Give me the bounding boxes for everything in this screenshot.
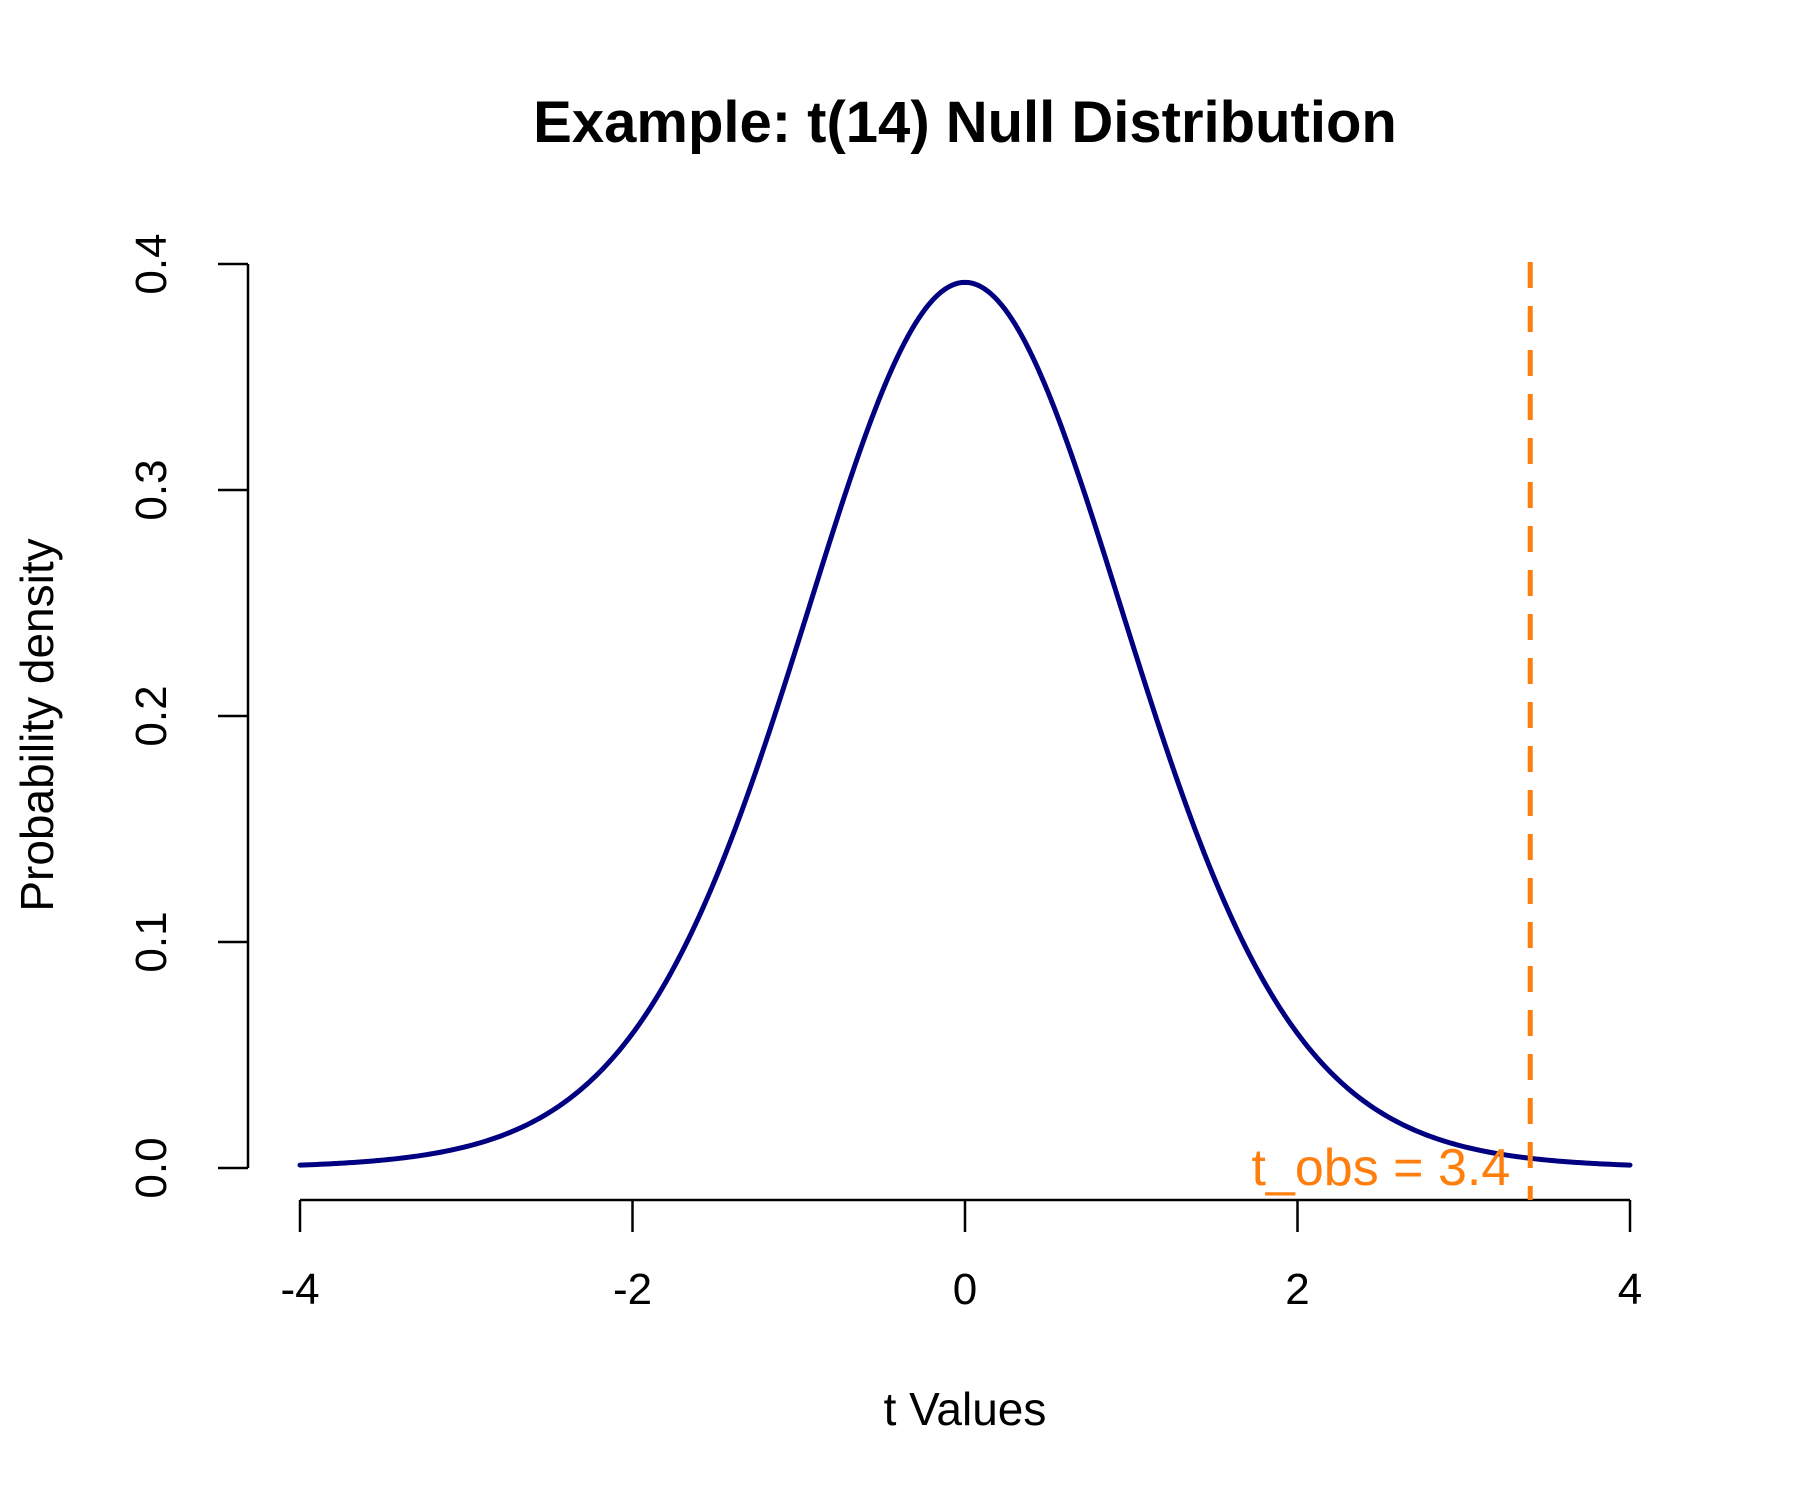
x-tick-label: 4	[1618, 1265, 1642, 1314]
x-tick-label: -2	[613, 1265, 652, 1314]
x-tick-label: 0	[953, 1265, 977, 1314]
y-tick-label: 0.1	[127, 911, 176, 972]
y-axis-label: Probability density	[11, 538, 63, 911]
annotation-layer: t_obs = 3.4	[1251, 262, 1533, 1200]
x-tick-label: 2	[1285, 1265, 1309, 1314]
y-tick-label: 0.4	[127, 233, 176, 294]
chart-title: Example: t(14) Null Distribution	[533, 90, 1397, 155]
observed-t-label: t_obs = 3.4	[1251, 1139, 1510, 1197]
x-axis-label: t Values	[884, 1383, 1047, 1435]
y-tick-label: 0.0	[127, 1137, 176, 1198]
x-tick-label: -4	[280, 1265, 319, 1314]
density-curve	[297, 279, 1633, 1168]
y-tick-label: 0.3	[127, 459, 176, 520]
y-axis: 0.0 0.1 0.2 0.3 0.4	[127, 233, 250, 1199]
y-tick-label: 0.2	[127, 685, 176, 746]
series-layer	[297, 279, 1633, 1168]
x-axis: -4 -2 0 2 4	[280, 1198, 1642, 1314]
